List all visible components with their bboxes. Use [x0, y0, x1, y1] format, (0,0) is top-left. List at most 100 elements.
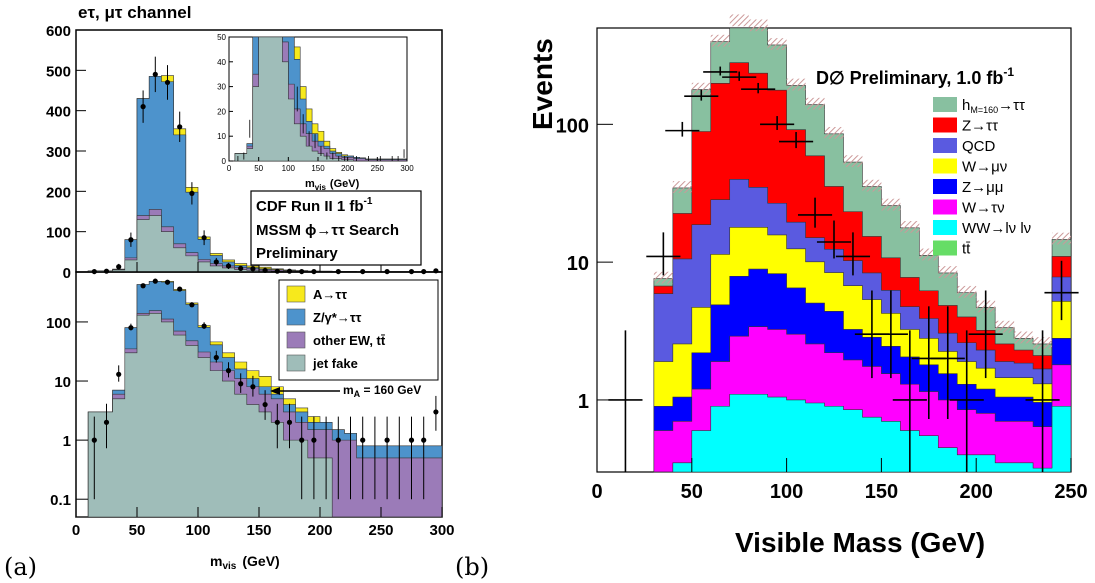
uncertainty-band	[862, 179, 882, 192]
data-point	[274, 419, 280, 425]
data-point	[201, 323, 207, 329]
x-tick-label: 250	[368, 522, 393, 539]
uncertainty-band	[786, 78, 806, 91]
data-point	[189, 302, 195, 308]
x-tick-label: 200	[307, 522, 332, 539]
inset-y-tick-label: 50	[217, 33, 226, 42]
panel-b-points	[608, 66, 1079, 472]
x-tick-label: 150	[865, 481, 898, 503]
data-point	[177, 124, 183, 130]
inset-x-tick-label: 50	[254, 164, 263, 173]
inset-x-tick-label: 100	[282, 164, 296, 173]
stack-layer	[76, 313, 442, 518]
y-tick-label: 10	[567, 253, 589, 275]
data-point	[433, 409, 439, 415]
panel-a-arrow-head	[270, 387, 280, 395]
panel-a-info-line-3: Preliminary	[256, 245, 338, 262]
data-point	[238, 381, 244, 387]
x-tick-label: 50	[129, 522, 146, 539]
data-point	[311, 437, 317, 443]
y-tick-label: 10	[54, 374, 71, 391]
uncertainty-band	[653, 271, 673, 284]
data-point	[128, 237, 134, 243]
data-point	[103, 268, 110, 274]
data-point	[140, 283, 146, 289]
uncertainty-band	[1052, 232, 1071, 245]
data-point	[116, 264, 122, 270]
inset-y-tick-label: 30	[217, 83, 226, 92]
uncertainty-band	[881, 198, 901, 211]
data-point	[384, 437, 390, 443]
stack-layer	[229, 36, 407, 162]
panel-a-legend	[278, 279, 439, 381]
x-tick-label: 50	[681, 481, 703, 503]
legend-swatch	[933, 138, 957, 153]
x-tick-label: 150	[246, 522, 271, 539]
data-point	[213, 259, 219, 265]
panel-a-arrow-label: mA = 160 GeV	[343, 383, 421, 399]
legend-label: W→μν	[962, 159, 1007, 176]
data-point	[116, 371, 122, 377]
panel-a-bottom-points	[91, 278, 439, 500]
x-tick-label: 300	[429, 522, 454, 539]
inset-x-tick-label: 300	[400, 164, 414, 173]
stack-layer	[653, 393, 1072, 473]
uncertainty-band	[900, 221, 920, 233]
panel-b-label: (b)	[455, 553, 489, 581]
legend-label: QCD	[962, 138, 996, 155]
panel-a-title: eτ, μτ channel	[78, 3, 191, 22]
uncertainty-band	[995, 320, 1015, 333]
y-tick-label: 100	[556, 115, 589, 137]
x-tick-label: 200	[960, 481, 993, 503]
legend-label: jet fake	[312, 356, 358, 371]
legend-label: other EW, tt̄	[313, 333, 386, 348]
uncertainty-band	[843, 155, 863, 168]
data-point	[286, 419, 293, 425]
data-point	[225, 368, 232, 374]
data-point	[360, 437, 366, 443]
panel-a-label: (a)	[4, 553, 37, 581]
data-point	[250, 266, 256, 272]
legend-swatch	[933, 240, 957, 256]
legend-label: hM=160→ττ	[962, 97, 1025, 115]
y-tick-label: 400	[46, 104, 71, 121]
inset-x-tick-label: 200	[341, 164, 355, 173]
uncertainty-band	[919, 248, 939, 261]
data-point	[299, 437, 305, 443]
data-point	[225, 263, 232, 269]
uncertainty-band	[805, 97, 825, 110]
uncertainty-band	[710, 34, 730, 47]
x-tick-label: 100	[185, 522, 210, 539]
inset-y-tick-label: 0	[222, 157, 227, 166]
data-point	[250, 384, 256, 390]
data-point	[103, 419, 110, 425]
x-tick-label: 0	[591, 481, 602, 503]
x-tick-label: 100	[770, 481, 803, 503]
uncertainty-band	[729, 14, 749, 27]
uncertainty-band	[767, 38, 787, 50]
legend-swatch	[933, 117, 957, 133]
data-point	[152, 71, 158, 77]
legend-label: tt̄	[962, 241, 971, 258]
legend-swatch	[286, 331, 306, 349]
legend-label: Z→ττ	[962, 118, 998, 135]
legend-label: WW→lν lν	[962, 220, 1031, 237]
panel-a-inset-axes: 0 10 20 30 40 50 0 50 100 150 200 250 300	[217, 33, 414, 173]
y-tick-label: 200	[46, 184, 71, 201]
data-point	[189, 190, 195, 196]
panel-b-legend: hM=160→ττ Z→ττ QCD W→μν Z→μμ W→τν WW→lν lν tt̄	[933, 97, 1031, 258]
uncertainty-band	[691, 82, 711, 95]
x-tick-label: 0	[72, 522, 80, 539]
legend-swatch	[933, 97, 957, 112]
panel-a-bottom-axes: 0.1 1 10 100 0 50 100 150 200 250 300	[46, 315, 455, 539]
y-tick-label: 300	[46, 144, 71, 161]
legend-swatch	[933, 158, 957, 174]
panel-a-legend-items: A→ττ Z/γ*→ττ other EW, tt̄ jet fake	[286, 285, 386, 372]
data-point	[201, 235, 207, 241]
legend-label: Z→μμ	[962, 179, 1003, 196]
legend-label: Z/γ*→ττ	[313, 310, 362, 325]
panel-a-inset-xlabel: mvis (GeV)	[305, 178, 360, 192]
